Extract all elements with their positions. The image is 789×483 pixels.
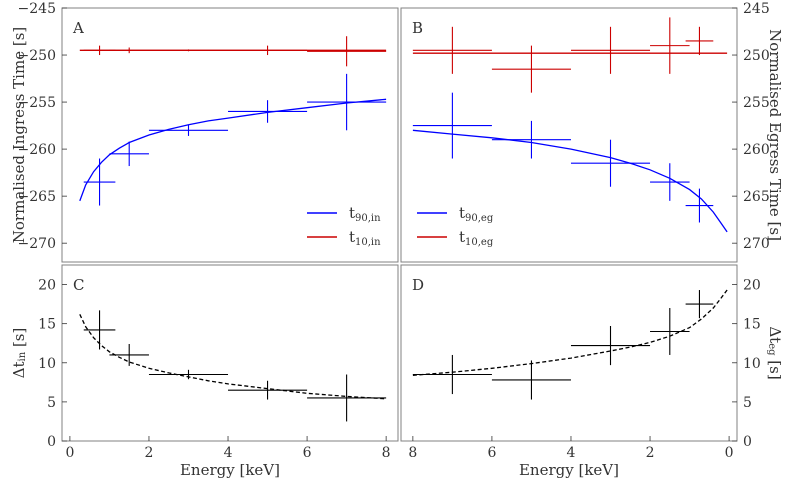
panel-d-ytick-label-0: 0 [743, 434, 752, 450]
panel-b-ylabel: Normalised Egress Time [s] [766, 29, 784, 241]
panel-b-ytick-label-1: 250 [743, 48, 770, 64]
ticks-layer [62, 7, 737, 442]
panel-a-label: A [72, 19, 84, 37]
panel-b-ytick-label-0: 245 [743, 1, 770, 17]
panel-b-legend-label-1: t10,eg [459, 228, 494, 248]
panel-b-legend-label-0-sub: 90,eg [465, 213, 494, 224]
panel-c-xtick-label-1: 2 [145, 445, 154, 461]
panel-b-legend-label-0-base: t [459, 204, 465, 222]
panel-b-ytick-label-5: 270 [743, 236, 770, 252]
panel-c-series-0-fit-curve [79, 314, 387, 400]
panel-d-ytick-label-2: 10 [743, 356, 761, 372]
panel-a-ytick-label-4: −265 [18, 189, 56, 205]
panel-d-ytick-label-3: 15 [743, 317, 761, 333]
panel-a-ytick-label-2: −255 [18, 95, 56, 111]
panel-a-frame [61, 7, 399, 263]
panel-b-legend-label-1-base: t [459, 228, 465, 246]
panel-c-xtick-label-0: 0 [65, 445, 74, 461]
panel-b-legend-label-0: t90,eg [459, 204, 494, 224]
panel-a-legend-label-0-base: t [349, 204, 355, 222]
panel-c-ylabel-sub: in [17, 351, 28, 361]
panel-d-xtick-label-0: 8 [408, 445, 417, 461]
panel-c-xtick-label-2: 4 [224, 445, 233, 461]
panel-c-frame [61, 264, 399, 442]
panel-c-ylabel-base: Δt [10, 361, 28, 378]
panel-d-xlabel: Energy [keV] [519, 461, 619, 479]
panel-d-xtick-label-3: 2 [646, 445, 655, 461]
data-layer [79, 17, 728, 422]
panel-c-xtick-label-3: 6 [303, 445, 312, 461]
panel-c-ylabel: Δtin [s] [10, 328, 28, 379]
panel-d-label: D [412, 276, 424, 294]
panel-c-xtick-label-4: 8 [382, 445, 391, 461]
panel-a-legend-label-1-sub: 10,in [355, 237, 381, 248]
panel-b-legend-label-1-sub: 10,eg [465, 237, 494, 248]
panel-d-ylabel-sub: eg [767, 343, 778, 356]
panel-d-xtick-label-2: 4 [567, 445, 576, 461]
panel-a-legend-label-0: t90,in [349, 204, 381, 224]
panel-c-ytick-label-3: 15 [38, 317, 56, 333]
panel-d-xtick-label-1: 6 [487, 445, 496, 461]
panel-c-xlabel: Energy [keV] [180, 461, 280, 479]
panel-a-ytick-label-1: −250 [18, 48, 56, 64]
panel-b-ytick-label-4: 265 [743, 189, 770, 205]
panel-c-ytick-label-2: 10 [38, 356, 56, 372]
panel-d-ytick-label-1: 5 [743, 395, 752, 411]
panel-a-ytick-label-5: −270 [18, 236, 56, 252]
panel-a-ylabel: Normalised Ingress Time [s] [10, 27, 28, 244]
panel-d-xtick-label-4: 0 [725, 445, 734, 461]
panel-c-ytick-label-1: 5 [47, 395, 56, 411]
panel-a-legend-label-1: t10,in [349, 228, 381, 248]
panel-d-ylabel: Δteg [s] [766, 326, 784, 379]
panel-a-ytick-label-0: −245 [18, 1, 56, 17]
panel-d-frame [400, 264, 738, 442]
panel-d-ylabel-base: Δt [766, 326, 784, 343]
panel-b-ytick-label-2: 255 [743, 95, 770, 111]
panel-b-frame [400, 7, 738, 263]
panel-d-ylabel-unit: [s] [766, 356, 784, 380]
panel-c-ytick-label-0: 0 [47, 434, 56, 450]
panel-b-series-0-fit-curve [412, 129, 728, 233]
panel-b-label: B [412, 19, 423, 37]
panel-a-ytick-label-3: −260 [18, 142, 56, 158]
panel-d-ytick-label-4: 20 [743, 278, 761, 294]
panel-c-ytick-label-4: 20 [38, 278, 56, 294]
panel-a-legend-label-1-base: t [349, 228, 355, 246]
panel-frames [61, 7, 738, 442]
panel-c-label: C [73, 276, 84, 294]
panel-c-ylabel-unit: [s] [10, 328, 28, 352]
panel-d-series-0-fit-curve [412, 289, 728, 376]
panel-a-legend-label-0-sub: 90,in [355, 213, 381, 224]
panel-b-ytick-label-3: 260 [743, 142, 770, 158]
panel-a-series-0-fit-curve [79, 98, 387, 202]
